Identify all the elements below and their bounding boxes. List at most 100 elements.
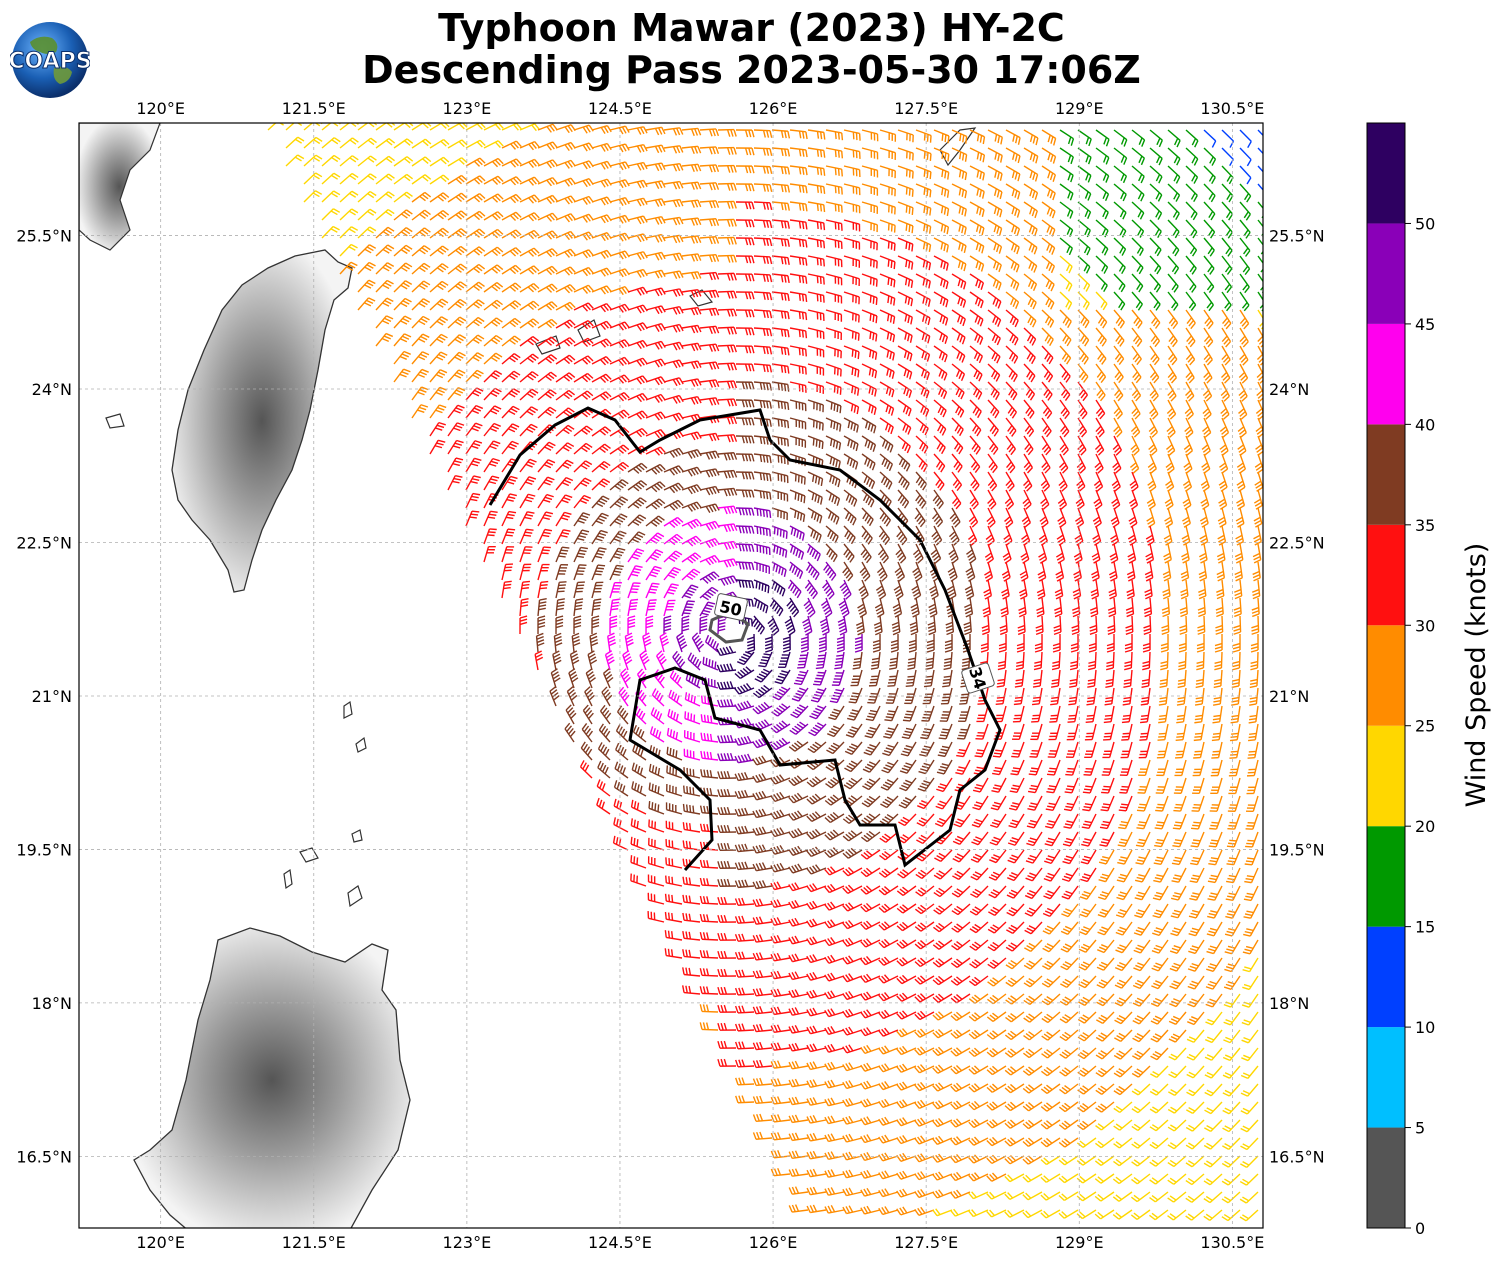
wind-barb xyxy=(681,466,702,477)
wind-barb xyxy=(1133,939,1151,954)
wind-barb xyxy=(627,322,648,332)
wind-barb xyxy=(580,741,593,761)
wind-barb xyxy=(1187,957,1205,972)
wind-barb xyxy=(375,191,395,203)
wind-barb xyxy=(1038,525,1048,546)
wind-barb xyxy=(1238,363,1249,384)
wind-barb xyxy=(1184,417,1194,438)
wind-barb xyxy=(862,777,881,791)
wind-barb xyxy=(1221,255,1233,275)
wind-barb xyxy=(1006,885,1025,899)
wind-barb xyxy=(1109,543,1119,564)
wind-barb xyxy=(1095,255,1109,274)
wind-barb xyxy=(357,244,377,257)
wind-barb xyxy=(1041,417,1052,438)
wind-barb xyxy=(609,547,626,563)
wind-barb xyxy=(681,584,699,599)
wind-barb xyxy=(1178,651,1187,671)
wind-barb xyxy=(1152,903,1169,919)
wind-barb xyxy=(1217,507,1227,528)
wind-barb xyxy=(555,564,569,581)
wind-barb xyxy=(591,512,609,527)
wind-barb xyxy=(915,309,931,326)
wind-barb xyxy=(1041,1065,1061,1077)
wind-barb xyxy=(699,520,720,531)
wind-barb xyxy=(843,345,860,360)
wind-barb xyxy=(573,512,591,527)
wind-barb xyxy=(357,279,376,293)
wind-barb xyxy=(627,480,648,492)
wind-barb xyxy=(411,333,430,347)
wind-barb xyxy=(767,615,780,636)
wind-barb xyxy=(1200,489,1210,510)
wind-barb xyxy=(968,1154,989,1164)
wind-barb xyxy=(564,722,576,743)
wind-barb xyxy=(650,707,665,725)
wind-barb xyxy=(735,309,755,318)
wind-barb xyxy=(663,482,684,494)
wind-barb xyxy=(1113,237,1127,256)
wind-barb xyxy=(1131,1119,1151,1132)
wind-barb xyxy=(1077,381,1089,402)
wind-barb xyxy=(951,363,966,382)
wind-barb xyxy=(1055,543,1065,564)
wind-barb xyxy=(1192,777,1205,795)
wind-barb xyxy=(860,867,881,878)
wind-barb xyxy=(950,975,971,986)
wind-barb xyxy=(753,507,772,519)
wind-barb xyxy=(1154,813,1169,830)
lon-tick-top: 120°E xyxy=(136,99,185,118)
wind-barb xyxy=(735,327,755,336)
wind-barb xyxy=(753,489,772,500)
wind-barb xyxy=(465,422,483,437)
colorbar-bin xyxy=(1367,1027,1405,1128)
wind-barb xyxy=(555,476,574,491)
wind-barb xyxy=(591,285,612,295)
wind-barb xyxy=(1164,489,1174,510)
wind-barb xyxy=(1117,849,1133,865)
wind-barb xyxy=(1131,147,1146,166)
wind-barb xyxy=(1209,795,1223,812)
wind-barb xyxy=(843,363,860,378)
wind-barb xyxy=(771,129,791,139)
wind-barb xyxy=(948,543,959,564)
wind-barb xyxy=(1078,993,1097,1006)
wind-barb xyxy=(1167,1119,1187,1132)
wind-barb xyxy=(627,126,648,135)
wind-barb xyxy=(664,930,683,941)
wind-barb xyxy=(519,511,535,527)
wind-barb xyxy=(1023,975,1043,988)
wind-barb xyxy=(630,799,647,815)
wind-barb xyxy=(789,147,808,158)
wind-barb xyxy=(1144,561,1154,582)
wind-barb xyxy=(483,475,500,491)
wind-barb xyxy=(843,399,860,415)
wind-barb xyxy=(1221,165,1234,185)
wind-barb xyxy=(1010,759,1025,776)
wind-barb xyxy=(1104,687,1115,706)
wind-barb xyxy=(1076,471,1086,492)
wind-barb xyxy=(1040,1173,1061,1183)
wind-barb xyxy=(573,529,590,545)
wind-barb xyxy=(1008,813,1025,829)
wind-barb xyxy=(1168,1065,1187,1079)
wind-barb xyxy=(914,1135,935,1145)
wind-barb xyxy=(1149,1083,1169,1096)
wind-barb xyxy=(932,993,953,1003)
wind-barb xyxy=(986,1191,1007,1200)
wind-barb xyxy=(1174,759,1187,777)
wind-barb xyxy=(878,1188,899,1198)
wind-barb xyxy=(806,1168,827,1178)
wind-barb xyxy=(1077,1065,1097,1077)
wind-barb xyxy=(483,370,503,383)
wind-barb xyxy=(753,345,773,355)
lon-tick-bottom: 120°E xyxy=(136,1233,185,1252)
wind-barb xyxy=(1119,777,1133,794)
wind-barb xyxy=(843,183,861,196)
wind-barb xyxy=(1095,345,1107,365)
wind-barb xyxy=(1170,921,1187,937)
wind-barb xyxy=(609,615,618,635)
wind-barb xyxy=(1023,1011,1043,1023)
wind-barb xyxy=(1023,255,1038,273)
wind-barb xyxy=(555,529,571,545)
